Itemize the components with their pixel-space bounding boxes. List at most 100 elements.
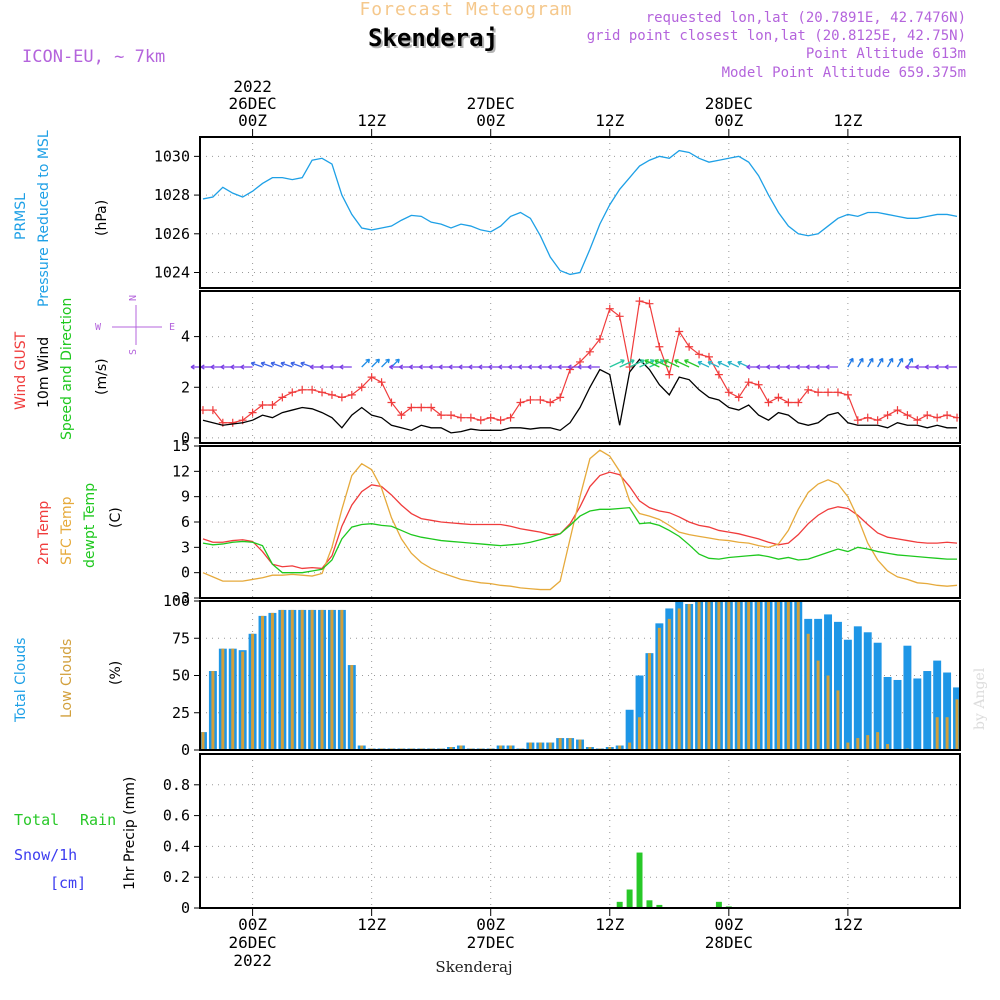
gust-marker — [685, 342, 694, 351]
wind-panel-labels: Wind GUST 10m Wind Speed and Direction (… — [13, 295, 175, 440]
gust-marker — [208, 406, 217, 415]
gust-marker — [327, 390, 336, 399]
total-clouds-label: Total Clouds — [13, 638, 29, 723]
time-label-bottom: 12Z — [595, 915, 624, 934]
low-cloud-bar — [558, 738, 562, 750]
total-cloud-bar — [635, 675, 644, 750]
clouds-panel-labels: Total Clouds Low Clouds (%) — [13, 638, 124, 723]
gust-marker — [784, 398, 793, 407]
model-label: ICON-EU, ~ 7km — [22, 47, 165, 67]
gust-marker — [704, 352, 713, 361]
rain-bar — [656, 904, 663, 908]
compass-s: S — [128, 349, 139, 355]
meteogram-subtitle: Forecast Meteogram — [359, 0, 572, 20]
panel-frame — [199, 290, 961, 444]
total-cloud-bar — [893, 679, 902, 750]
wind-direction-arrow — [867, 357, 874, 368]
low-cloud-bar — [955, 699, 959, 750]
wind-direction-arrow — [629, 359, 645, 368]
low-cloud-bar — [846, 742, 850, 750]
compass-e: E — [169, 322, 175, 333]
rain-bar — [626, 889, 633, 908]
pressure-unit: (hPa) — [94, 200, 110, 236]
y-tick-label: 2 — [181, 378, 190, 396]
gust-marker — [278, 393, 287, 402]
wind-direction-arrow — [847, 357, 854, 368]
low-cloud-bar — [270, 612, 274, 750]
total-cloud-bar — [943, 672, 952, 750]
total-rain-label-b: Rain — [80, 811, 116, 829]
pressure-panel-labels: PRMSL Pressure Reduced to MSL (hPa) — [13, 130, 110, 307]
rain-bar — [646, 900, 653, 908]
y-tick-label: 1026 — [154, 225, 190, 243]
wind-direction-arrow — [280, 361, 293, 368]
total-cloud-bar — [923, 671, 932, 750]
gust-marker — [635, 297, 644, 306]
date-label-top: 27DEC — [467, 94, 515, 113]
gust-marker — [456, 413, 465, 422]
low-cloud-bar — [280, 609, 284, 750]
panel-2: -3 0 3 6 9 12 15 — [172, 437, 961, 607]
low-cloud-bar — [528, 742, 532, 750]
low-cloud-bar — [945, 717, 949, 750]
requested-coords: requested lon,lat (20.7891E, 42.7476N) — [646, 10, 966, 26]
low-cloud-bar — [499, 745, 503, 750]
panel-frame — [199, 753, 961, 909]
gust-marker — [387, 398, 396, 407]
credit: by Angel — [972, 667, 988, 730]
total-cloud-bar — [625, 709, 634, 750]
wind-direction-arrow — [896, 357, 904, 368]
time-label-bottom: 00Z — [714, 915, 743, 934]
low-cloud-bar — [886, 744, 890, 750]
wind-direction-arrow — [270, 361, 283, 368]
gust-marker — [625, 363, 634, 371]
gust-marker — [526, 395, 535, 404]
low-cloud-bar — [628, 742, 632, 750]
y-tick-label: 1030 — [154, 147, 190, 165]
gust-marker — [814, 388, 823, 397]
gust-marker — [516, 398, 525, 407]
gust-marker — [268, 401, 277, 409]
low-cloud-bar — [221, 648, 225, 750]
y-tick-label: 25 — [172, 704, 190, 722]
gust-marker — [724, 388, 733, 397]
wind-direction-arrow — [674, 359, 690, 368]
date-label-bottom: 27DEC — [467, 933, 515, 952]
gust-marker — [318, 388, 327, 397]
y-tick-label: 75 — [172, 629, 190, 647]
year-label-bottom: 2022 — [233, 951, 272, 970]
y-tick-label: 0 — [181, 899, 190, 917]
gust-marker — [228, 418, 237, 427]
wind-direction-arrow — [697, 360, 710, 368]
low-cloud-bar — [836, 690, 840, 750]
wind-unit: (m/s) — [94, 358, 110, 395]
low-cloud-bar — [876, 732, 880, 750]
low-cloud-bar — [261, 615, 264, 750]
panel-frame — [199, 136, 961, 289]
low-cloud-bar — [310, 609, 314, 750]
wind-gust-label: Wind GUST — [13, 331, 29, 410]
location-title: Skenderaj — [368, 24, 498, 52]
wind-direction-arrow — [944, 364, 958, 370]
gust-marker — [377, 378, 386, 387]
wind-direction-arrow — [290, 361, 303, 368]
gust-marker — [665, 370, 674, 379]
low-cloud-bar — [647, 653, 651, 750]
precip-unit: 1hr Precip (mm) — [122, 777, 138, 890]
gust-marker — [605, 304, 614, 313]
gust-marker — [337, 393, 346, 402]
compass-w: W — [95, 322, 102, 333]
rain-bar — [715, 901, 722, 908]
wind-speed-dir-label: Speed and Direction — [59, 298, 75, 440]
gust-marker — [367, 373, 376, 382]
low-cloud-bar — [290, 609, 294, 750]
low-cloud-bar — [211, 671, 215, 750]
low-cloud-bar — [568, 738, 572, 750]
low-cloud-bar — [300, 609, 304, 750]
low-cloud-bar — [538, 742, 542, 750]
y-tick-label: 6 — [181, 513, 190, 531]
snow-label: Snow/1h — [14, 846, 77, 864]
time-label-bottom: 12Z — [833, 915, 862, 934]
total-cloud-bar — [883, 676, 892, 750]
